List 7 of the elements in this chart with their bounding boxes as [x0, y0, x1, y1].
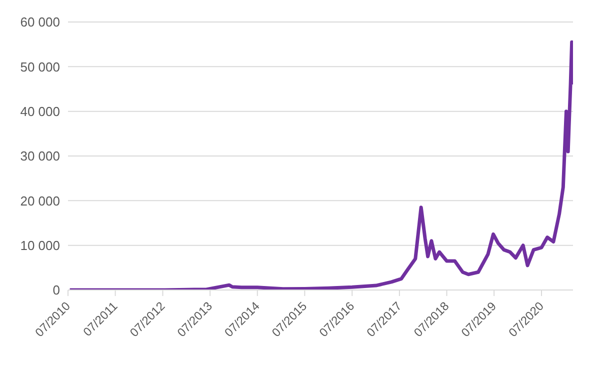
y-tick-label: 30 000	[20, 148, 60, 164]
y-tick-label: 60 000	[20, 14, 60, 30]
y-tick-label: 10 000	[20, 238, 60, 253]
y-tick-label: 0	[52, 282, 60, 298]
y-tick-label: 40 000	[20, 104, 60, 119]
y-tick-label: 20 000	[20, 193, 60, 208]
y-tick-label: 50 000	[20, 59, 60, 74]
